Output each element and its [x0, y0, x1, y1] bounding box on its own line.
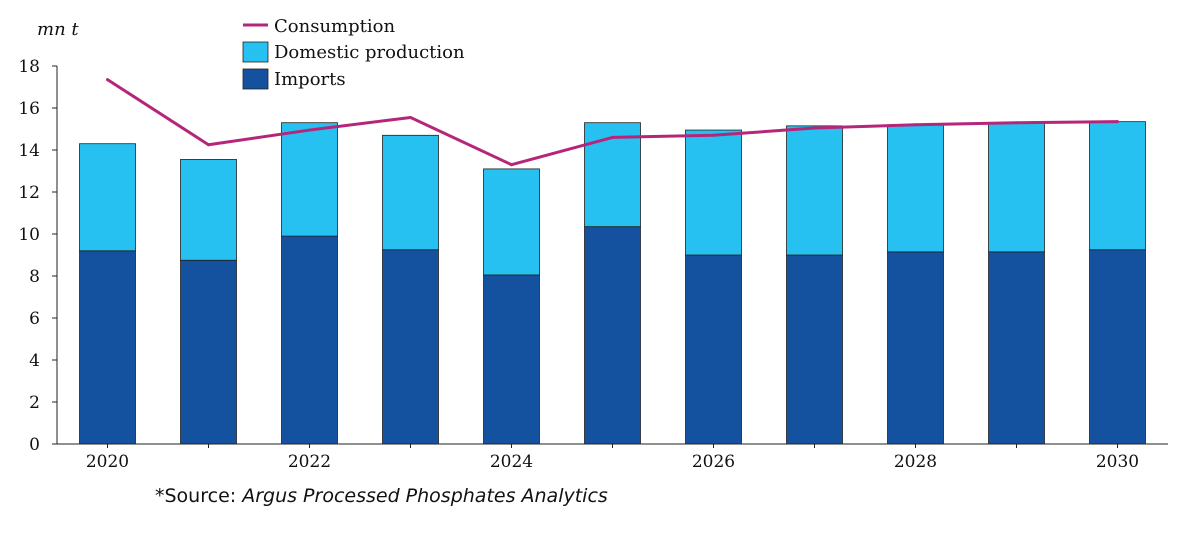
bar-domestic-production-2030: [1089, 121, 1146, 251]
y-tick-label: 12: [18, 183, 40, 203]
bar-domestic-production-2028: [887, 124, 944, 253]
legend: Consumption Domestic production Imports: [242, 16, 465, 90]
bar-domestic-production-2027: [786, 125, 843, 256]
y-tick-label: 2: [29, 393, 40, 413]
bar-imports-2021: [180, 259, 237, 445]
consumption-point-2024: [510, 163, 513, 167]
bar-imports-2030: [1089, 249, 1146, 445]
legend-swatch-imports: [242, 68, 269, 90]
bar-imports-2028: [887, 251, 944, 445]
bar-domestic-production-2021: [180, 159, 237, 261]
consumption-point-2021: [207, 143, 210, 147]
consumption-point-2020: [106, 78, 109, 82]
y-tick-label: 18: [18, 57, 40, 77]
consumption-point-2022: [308, 128, 311, 132]
bar-imports-2024: [483, 274, 540, 445]
x-tick-label-2024: 2024: [490, 452, 533, 472]
bar-imports-2027: [786, 254, 843, 445]
consumption-point-2025: [611, 135, 614, 139]
consumption-point-2029: [1015, 121, 1018, 125]
source-name: Argus Processed Phosphates Analytics: [242, 485, 608, 507]
x-tick-label-2026: 2026: [692, 452, 735, 472]
bar-domestic-production-2025: [584, 122, 641, 228]
y-tick-label: 14: [18, 141, 40, 161]
bar-imports-2022: [281, 235, 338, 445]
bar-imports-2026: [685, 254, 742, 445]
bar-domestic-production-2026: [685, 129, 742, 256]
x-tick-label-2020: 2020: [86, 452, 129, 472]
bar-domestic-production-2029: [988, 122, 1045, 253]
consumption-point-2023: [409, 115, 412, 119]
y-tick-label: 4: [29, 351, 40, 371]
legend-label-domestic-production: Domestic production: [274, 42, 465, 63]
y-tick-label: 6: [29, 309, 40, 329]
x-tick-label-2030: 2030: [1096, 452, 1139, 472]
consumption-point-2026: [712, 133, 715, 137]
consumption-point-2028: [914, 123, 917, 127]
y-axis-unit-label: mn t: [37, 19, 79, 40]
x-tick-label-2022: 2022: [288, 452, 331, 472]
y-tick-label: 10: [18, 225, 40, 245]
bar-imports-2023: [382, 249, 439, 445]
bar-domestic-production-2022: [281, 122, 338, 237]
bar-imports-2020: [79, 250, 136, 445]
consumption-point-2027: [813, 126, 816, 130]
source-note: *Source: Argus Processed Phosphates Anal…: [155, 485, 608, 507]
bar-imports-2029: [988, 251, 1045, 445]
legend-swatch-domestic-production: [242, 41, 269, 63]
x-tick-label-2028: 2028: [894, 452, 937, 472]
bar-imports-2025: [584, 226, 641, 445]
y-tick-label: 16: [18, 99, 40, 119]
bar-domestic-production-2024: [483, 168, 540, 276]
y-tick-label: 0: [29, 435, 40, 455]
legend-label-imports: Imports: [274, 69, 346, 90]
y-tick-label: 8: [29, 267, 40, 287]
consumption-point-2030: [1116, 120, 1119, 124]
legend-label-consumption: Consumption: [274, 16, 395, 37]
source-prefix: *Source:: [155, 485, 243, 507]
bar-domestic-production-2023: [382, 134, 439, 251]
bar-domestic-production-2020: [79, 143, 136, 252]
